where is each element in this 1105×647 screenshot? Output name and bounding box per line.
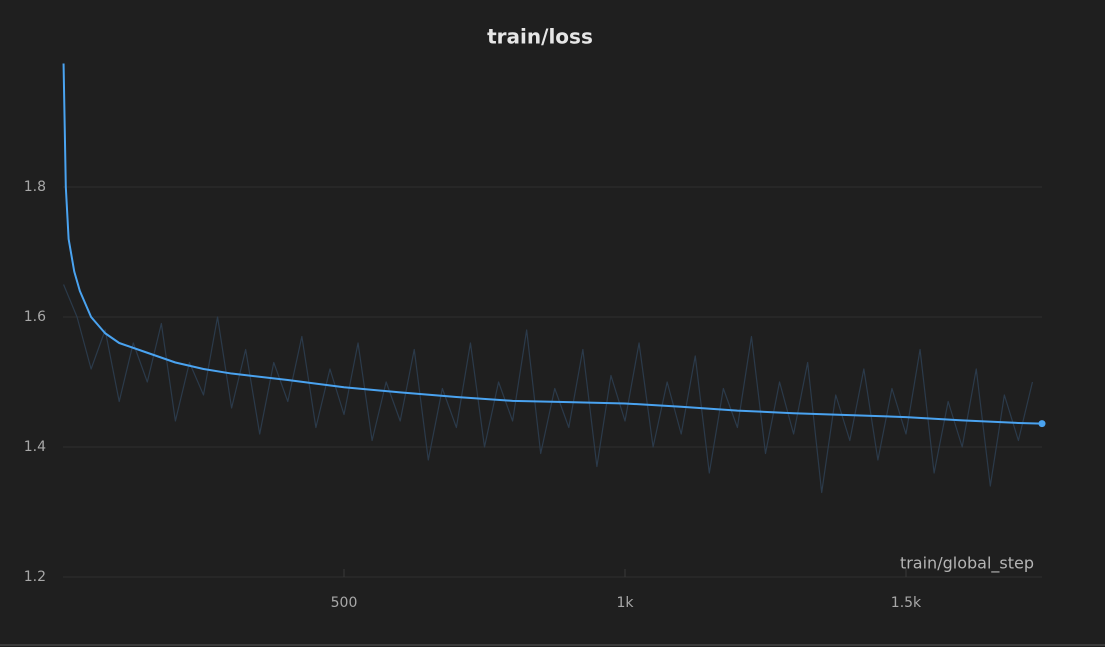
y-tick-label: 1.8: [24, 179, 46, 195]
x-tick-label: 1.5k: [891, 595, 922, 611]
x-tick-label: 1k: [616, 595, 634, 611]
smoothed-line: [62, 63, 1043, 425]
y-tick-label: 1.4: [24, 439, 46, 455]
raw-line: [63, 284, 1034, 494]
y-tick-label: 1.6: [24, 309, 46, 325]
chart-title: train/loss: [487, 25, 593, 49]
x-axis-label: train/global_step: [900, 554, 1034, 574]
y-tick-label: 1.2: [24, 569, 46, 585]
end-point: [1038, 420, 1046, 428]
x-tick-label: 500: [331, 595, 358, 611]
